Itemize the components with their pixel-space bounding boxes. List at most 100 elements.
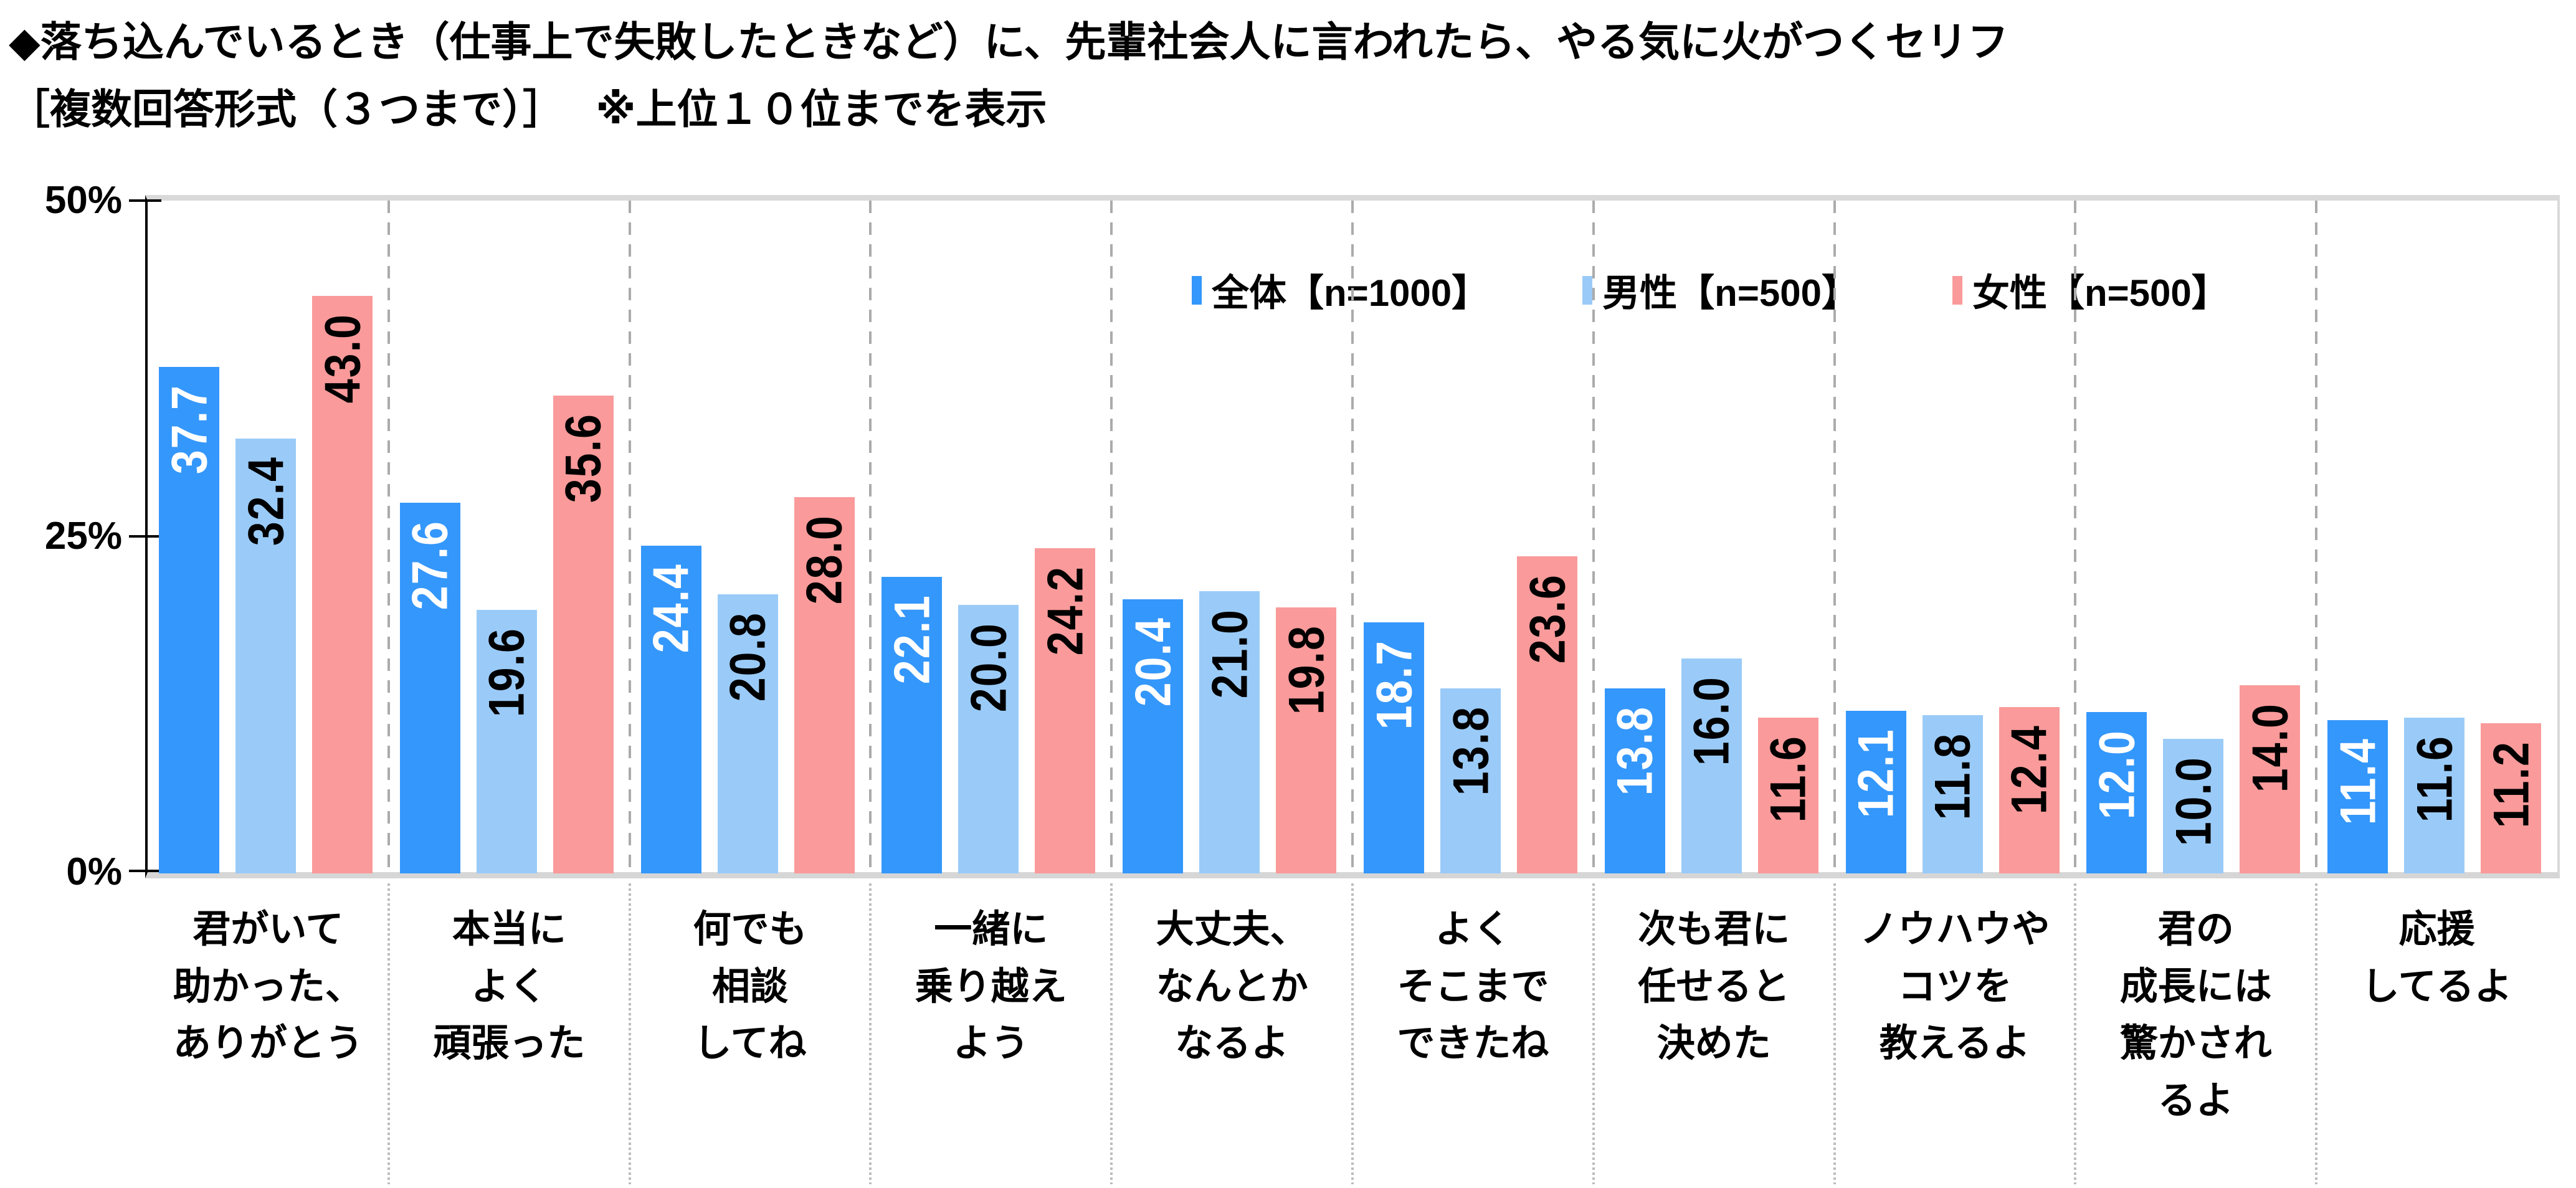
bar-series3-cat8: 12.4 — [1999, 706, 2060, 873]
value-label: 11.4 — [2329, 738, 2386, 825]
bar-series1-cat3: 24.4 — [640, 545, 701, 873]
value-label: 23.6 — [1519, 574, 1576, 664]
bar-series1-cat4: 22.1 — [882, 576, 943, 873]
legend-marker-icon — [1582, 275, 1593, 305]
value-label: 37.7 — [161, 384, 217, 475]
category-separator-dashed — [387, 201, 390, 872]
chart-title-line1: ◆落ち込んでいるとき（仕事上で失敗したときなど）に、先輩社会人に言われたら、やる… — [9, 19, 2009, 65]
value-label: 11.6 — [2406, 734, 2463, 823]
category-axis: 君がいて 助かった、 ありがとう 本当に よく 頑張った 何でも 相談 してね 一緒に… — [148, 880, 2557, 1188]
category-label-2: 本当に よく 頑張った — [433, 908, 586, 1064]
value-label: 13.8 — [1442, 705, 1499, 796]
plot-area: 全体【n=1000】 男性【n=500】 女性【n=500】 37.7 32.4 43.… — [129, 195, 2560, 878]
category-label-1: 君がいて 助かった、 ありがとう — [173, 908, 363, 1064]
bar-series3-cat6: 23.6 — [1517, 556, 1577, 873]
label-area-separator — [1592, 883, 1595, 1184]
value-label: 14.0 — [2242, 703, 2298, 793]
bar-series1-cat7: 13.8 — [1604, 688, 1665, 873]
category-separator-dashed — [2315, 201, 2318, 872]
value-label: 20.0 — [961, 622, 1017, 713]
y-axis-tick-mark-50 — [129, 199, 161, 202]
bar-series2-cat5: 21.0 — [1199, 591, 1260, 873]
bar-group-6: 18.7 13.8 23.6 — [1352, 201, 1594, 873]
label-area-separator — [1351, 883, 1354, 1184]
bar-series2-cat2: 19.6 — [476, 610, 537, 873]
legend-marker-icon — [1192, 275, 1202, 305]
category-separator-dashed — [1833, 201, 1836, 872]
label-area-separator — [628, 883, 631, 1184]
chart-title-line2: ［複数回答形式（３つまで）］ ※上位１０位までを表示 — [9, 86, 1047, 132]
value-label: 19.6 — [478, 627, 535, 718]
bar-series2-cat8: 11.8 — [1922, 715, 1983, 873]
bar-series3-cat9: 14.0 — [2240, 685, 2301, 873]
value-label: 22.1 — [884, 594, 940, 684]
category-label-7: 次も君に 任せると 決めた — [1638, 908, 1790, 1064]
value-label: 21.0 — [1201, 609, 1258, 699]
value-label: 43.0 — [314, 313, 371, 404]
bar-series2-cat9: 10.0 — [2163, 739, 2224, 873]
category-label-10: 応援 してるよ — [2361, 908, 2512, 1007]
category-separator-dashed — [628, 201, 631, 872]
bar-series2-cat4: 20.0 — [958, 604, 1019, 873]
bar-series1-cat10: 11.4 — [2327, 720, 2388, 873]
bar-series1-cat5: 20.4 — [1123, 599, 1184, 873]
label-area-separator — [1110, 883, 1113, 1184]
bar-series3-cat5: 19.8 — [1276, 607, 1337, 873]
legend-item-1: 全体【n=1000】 — [1192, 263, 1489, 317]
category-label-5: 大丈夫、 なんとか なるよ — [1156, 908, 1308, 1064]
bar-series1-cat8: 12.1 — [1845, 711, 1906, 873]
bar-series3-cat4: 24.2 — [1035, 548, 1096, 873]
y-axis-tick-mark-25 — [129, 535, 161, 538]
value-label: 32.4 — [237, 455, 294, 546]
bar-series3-cat7: 11.6 — [1757, 717, 1818, 873]
legend-item-3: 女性【n=500】 — [1952, 263, 2229, 317]
bar-series2-cat6: 13.8 — [1440, 688, 1501, 873]
bar-group-9: 12.0 10.0 14.0 — [2075, 201, 2316, 873]
label-area-separator — [2074, 883, 2077, 1184]
bar-series3-cat1: 43.0 — [312, 295, 373, 873]
value-label: 20.4 — [1124, 617, 1181, 707]
category-separator-dashed — [1351, 201, 1354, 872]
bar-series2-cat10: 11.6 — [2404, 717, 2465, 873]
value-label: 19.8 — [1278, 625, 1334, 715]
bar-group-4: 22.1 20.0 24.2 — [870, 201, 1111, 873]
value-label: 24.2 — [1037, 566, 1093, 656]
bar-group-8: 12.1 11.8 12.4 — [1835, 201, 2076, 873]
category-separator-dashed — [1592, 201, 1595, 872]
value-label: 11.6 — [1760, 734, 1817, 823]
bar-series1-cat2: 27.6 — [399, 502, 460, 873]
bar-series3-cat3: 28.0 — [794, 497, 855, 873]
value-label: 12.0 — [2089, 729, 2145, 820]
bar-series3-cat2: 35.6 — [553, 395, 614, 873]
value-label: 12.4 — [2001, 724, 2057, 814]
bar-series1-cat6: 18.7 — [1364, 622, 1424, 873]
value-label: 11.2 — [2483, 740, 2539, 828]
legend: 全体【n=1000】 男性【n=500】 女性【n=500】 — [1192, 263, 2229, 317]
bar-series3-cat10: 11.2 — [2481, 723, 2542, 873]
category-label-9: 君の 成長には 驚かされ るよ — [2119, 908, 2272, 1121]
value-label: 18.7 — [1366, 639, 1422, 730]
bar-series1-cat9: 12.0 — [2086, 712, 2147, 873]
value-label: 11.8 — [1924, 732, 1980, 820]
category-separator-dashed — [869, 201, 872, 872]
legend-label: 女性【n=500】 — [1972, 272, 2229, 314]
value-label: 13.8 — [1607, 705, 1663, 796]
value-label: 12.1 — [1848, 728, 1904, 819]
value-label: 10.0 — [2165, 756, 2222, 847]
legend-label: 男性【n=500】 — [1602, 272, 1859, 314]
y-axis-tick-label-25: 25% — [44, 515, 122, 558]
value-label: 35.6 — [555, 412, 612, 503]
category-separator-dashed — [2074, 201, 2077, 872]
label-area-separator — [2315, 883, 2318, 1184]
value-label: 24.4 — [643, 563, 699, 653]
label-area-separator — [869, 883, 872, 1184]
category-label-8: ノウハウや コツを 教えるよ — [1860, 908, 2050, 1064]
label-area-separator — [1833, 883, 1836, 1184]
bar-group-7: 13.8 16.0 11.6 — [1594, 201, 1835, 873]
category-label-4: 一緒に 乗り越え よう — [915, 908, 1067, 1064]
category-label-6: よく そこまで できたね — [1397, 908, 1549, 1064]
bar-group-5: 20.4 21.0 19.8 — [1111, 201, 1352, 873]
value-label: 20.8 — [720, 611, 776, 701]
y-axis-tick-label-50: 50% — [44, 179, 122, 222]
value-label: 27.6 — [402, 520, 459, 611]
